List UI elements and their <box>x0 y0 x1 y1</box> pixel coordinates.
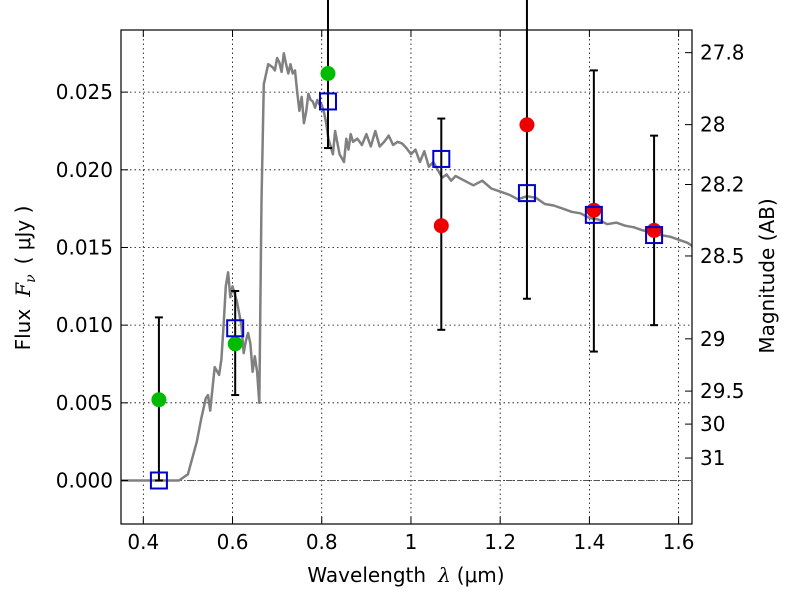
y-tick-label: 0.020 <box>56 158 113 182</box>
model-photometry-square <box>432 149 451 168</box>
model-photometry-square <box>318 92 337 111</box>
right-tick-label: 29.5 <box>700 379 745 403</box>
y-axis-title-text: Flux <box>11 309 35 351</box>
series-layer <box>121 0 693 490</box>
y-axis-title: Flux Fν ( μJy ) <box>11 206 39 351</box>
right-axis-title: Magnitude (AB) <box>755 198 779 353</box>
x-axis-title-symbol: λ <box>437 563 451 587</box>
ticks <box>121 30 692 524</box>
y-tick-label: 0.000 <box>56 469 113 493</box>
flux-point <box>519 117 535 133</box>
flux-point <box>433 218 449 234</box>
y-tick-label: 0.015 <box>56 235 113 259</box>
right-tick-label: 28 <box>700 113 725 137</box>
right-tick-label: 27.8 <box>700 41 745 65</box>
model-photometry-square <box>226 319 245 338</box>
right-tick-label: 29 <box>700 327 725 351</box>
model-photometry-square <box>149 471 168 490</box>
right-tick-label: 31 <box>700 446 725 470</box>
model-photometry-square <box>584 205 603 224</box>
flux-point <box>320 65 336 81</box>
y-tick-label: 0.005 <box>56 391 113 415</box>
x-tick-label: 1 <box>405 530 418 554</box>
flux-point <box>151 392 167 408</box>
x-tick-label: 1.4 <box>573 530 605 554</box>
right-tick-label: 28.5 <box>700 244 745 268</box>
flux-point <box>646 222 662 238</box>
model-photometry-square <box>517 184 536 203</box>
x-tick-label: 0.8 <box>306 530 338 554</box>
x-axis-title-unit: (μm) <box>457 563 505 587</box>
y-axis-title-unit: ( μJy ) <box>11 206 35 265</box>
tick-labels: 0.4 0.6 0.8 1 1.2 1.4 1.6 0.000 0.005 0.010 0.015 0… <box>56 41 745 554</box>
grid <box>121 30 692 524</box>
flux-point <box>227 336 243 352</box>
right-tick-label: 28.2 <box>700 172 745 196</box>
model-photometry-square <box>645 226 664 245</box>
x-tick-label: 1.6 <box>663 530 695 554</box>
x-tick-label: 0.4 <box>127 530 159 554</box>
x-tick-label: 0.6 <box>217 530 249 554</box>
x-axis-title: Wavelength λ (μm) <box>307 563 504 587</box>
x-tick-label: 1.2 <box>484 530 516 554</box>
y-axis-title-subscript: ν <box>23 274 39 283</box>
y-tick-label: 0.025 <box>56 80 113 104</box>
plot-frame <box>120 29 693 525</box>
flux-point <box>586 202 602 218</box>
y-axis-title-symbol: F <box>11 282 35 298</box>
y-tick-label: 0.010 <box>56 313 113 337</box>
right-tick-label: 30 <box>700 412 725 436</box>
x-axis-title-text: Wavelength <box>307 563 426 587</box>
